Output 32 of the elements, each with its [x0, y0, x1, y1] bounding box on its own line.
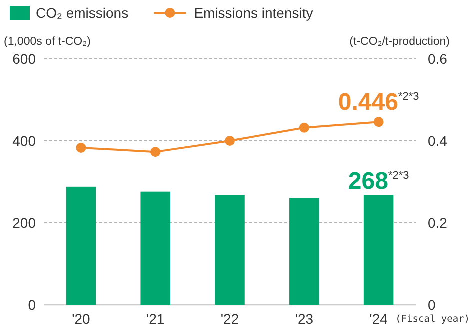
point [225, 136, 235, 146]
y-tick-label: 200 [12, 214, 36, 231]
bar [140, 192, 170, 305]
y-tick-label: 400 [12, 132, 36, 149]
point [299, 122, 310, 133]
annotation: *2*3 [398, 91, 420, 104]
y-tick-label: 0 [28, 296, 36, 313]
point [76, 142, 86, 153]
y-tick-label: 600 [12, 50, 36, 67]
y2-tick-label: 0 [428, 296, 436, 313]
point [374, 117, 384, 128]
x-tick-label: '22 [220, 311, 240, 325]
annotation: *2*3 [388, 170, 410, 182]
y-axis-title: (1,000s of t-CO₂) [4, 36, 92, 48]
y2-tick-label: 0.2 [428, 214, 448, 231]
legend-label: Emissions intensity [194, 5, 314, 21]
x-tick-label: '23 [295, 311, 314, 325]
x-tick-label: '20 [72, 311, 91, 325]
bar [290, 198, 320, 305]
y2-tick-label: 0.6 [428, 50, 448, 67]
x-axis-title: (Fiscal year) [396, 314, 470, 325]
bar [215, 195, 245, 305]
y2-axis-title: (t-CO₂/t-production) [350, 36, 450, 48]
y2-tick-label: 0.4 [428, 132, 448, 149]
text: 0.446 [338, 89, 398, 116]
bar [364, 195, 394, 305]
bar [66, 186, 96, 305]
x-tick-label: '24 [370, 311, 388, 325]
legend-label: CO₂ emissions [36, 5, 129, 21]
text: 268 [348, 168, 388, 196]
point [150, 147, 161, 158]
x-tick-label: '21 [146, 311, 165, 325]
